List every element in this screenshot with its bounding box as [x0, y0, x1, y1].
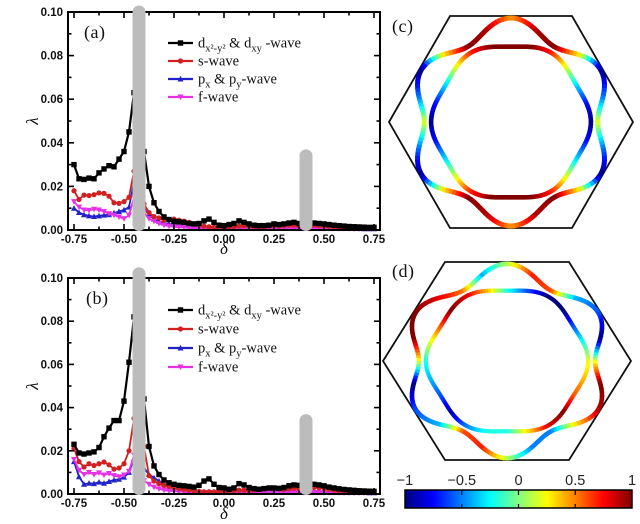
svg-text:0.08: 0.08 — [41, 51, 64, 63]
svg-text:s-wave: s-wave — [198, 322, 239, 338]
gray-marker-bar — [132, 267, 146, 495]
colorbar: −1 −0.5 0 0.5 1 — [397, 473, 636, 509]
svg-text:0.02: 0.02 — [41, 181, 63, 193]
colorbar-tick-label: 1 — [628, 473, 636, 489]
panel-a-chart: -0.75 -0.50 -0.25 0.00 0.25 0.50 0.75 0.00 0.02 0… — [23, 5, 386, 258]
svg-text:0.25: 0.25 — [263, 234, 286, 246]
panel-d-label: (d) — [392, 261, 415, 281]
svg-text:f-wave: f-wave — [198, 360, 238, 376]
svg-text:0.25: 0.25 — [263, 498, 286, 510]
panel-c-label: (c) — [392, 16, 414, 36]
panel-b-label: (b) — [86, 288, 109, 308]
svg-text:0.06: 0.06 — [41, 94, 63, 106]
svg-text:-0.75: -0.75 — [61, 234, 88, 246]
series-s_wave — [71, 162, 377, 231]
svg-text:0.75: 0.75 — [363, 498, 386, 510]
brillouin-zone-hexagon — [387, 15, 635, 229]
svg-text:0.04: 0.04 — [41, 403, 64, 415]
outer-fermi-contour — [414, 15, 608, 229]
svg-text:0.00: 0.00 — [213, 498, 235, 510]
svg-text:0.00: 0.00 — [213, 234, 235, 246]
svg-text:0.00: 0.00 — [41, 489, 63, 501]
svg-text:dx²-y² & dxy -wave: dx²-y² & dxy -wave — [198, 36, 301, 55]
panel-d-fermi-surface — [381, 261, 633, 461]
panel-b-ylabel: λ — [23, 382, 42, 390]
panel-b-xlabel: δ — [220, 504, 229, 523]
svg-text:0.06: 0.06 — [41, 359, 63, 371]
colorbar-tick-label: 0.5 — [565, 473, 585, 489]
inner-fermi-contour — [423, 288, 591, 434]
colorbar-tick-label: −1 — [397, 473, 414, 489]
svg-text:dx²-y² & dxy -wave: dx²-y² & dxy -wave — [198, 303, 301, 322]
svg-text:0.04: 0.04 — [41, 138, 64, 150]
outer-fermi-contour — [409, 261, 605, 461]
brillouin-zone-hexagon — [381, 261, 633, 461]
gray-marker-bar — [299, 414, 313, 495]
svg-text:-0.25: -0.25 — [161, 234, 188, 246]
svg-text:0.10: 0.10 — [41, 273, 63, 285]
svg-text:0.08: 0.08 — [41, 316, 64, 328]
svg-text:px & py-wave: px & py-wave — [198, 72, 277, 91]
svg-text:0.50: 0.50 — [313, 498, 335, 510]
svg-text:-0.50: -0.50 — [111, 234, 137, 246]
svg-text:-0.25: -0.25 — [161, 498, 188, 510]
svg-text:0.75: 0.75 — [363, 234, 386, 246]
svg-text:0.02: 0.02 — [41, 446, 63, 458]
svg-text:0.00: 0.00 — [41, 225, 63, 237]
panel-b-chart: -0.75 -0.50 -0.25 0.00 0.25 0.50 0.75 0.00 0.02 0… — [23, 267, 386, 523]
svg-text:f-wave: f-wave — [198, 90, 238, 106]
svg-text:0.50: 0.50 — [313, 234, 335, 246]
panel-a-label: (a) — [84, 22, 106, 42]
colorbar-tick-label: 0 — [514, 473, 522, 489]
svg-text:px & py-wave: px & py-wave — [198, 341, 277, 360]
panel-a-xlabel: δ — [220, 239, 229, 258]
inner-fermi-contour — [428, 44, 594, 200]
svg-text:s-wave: s-wave — [198, 54, 239, 70]
gray-marker-bar — [132, 5, 146, 231]
colorbar-tick-label: −0.5 — [447, 473, 476, 489]
svg-text:-0.75: -0.75 — [61, 498, 88, 510]
gray-marker-bar — [299, 149, 313, 231]
panel-c-fermi-surface — [387, 15, 635, 229]
svg-text:0.10: 0.10 — [41, 7, 63, 19]
panel-a-ylabel: λ — [23, 117, 42, 125]
svg-text:-0.50: -0.50 — [111, 498, 137, 510]
